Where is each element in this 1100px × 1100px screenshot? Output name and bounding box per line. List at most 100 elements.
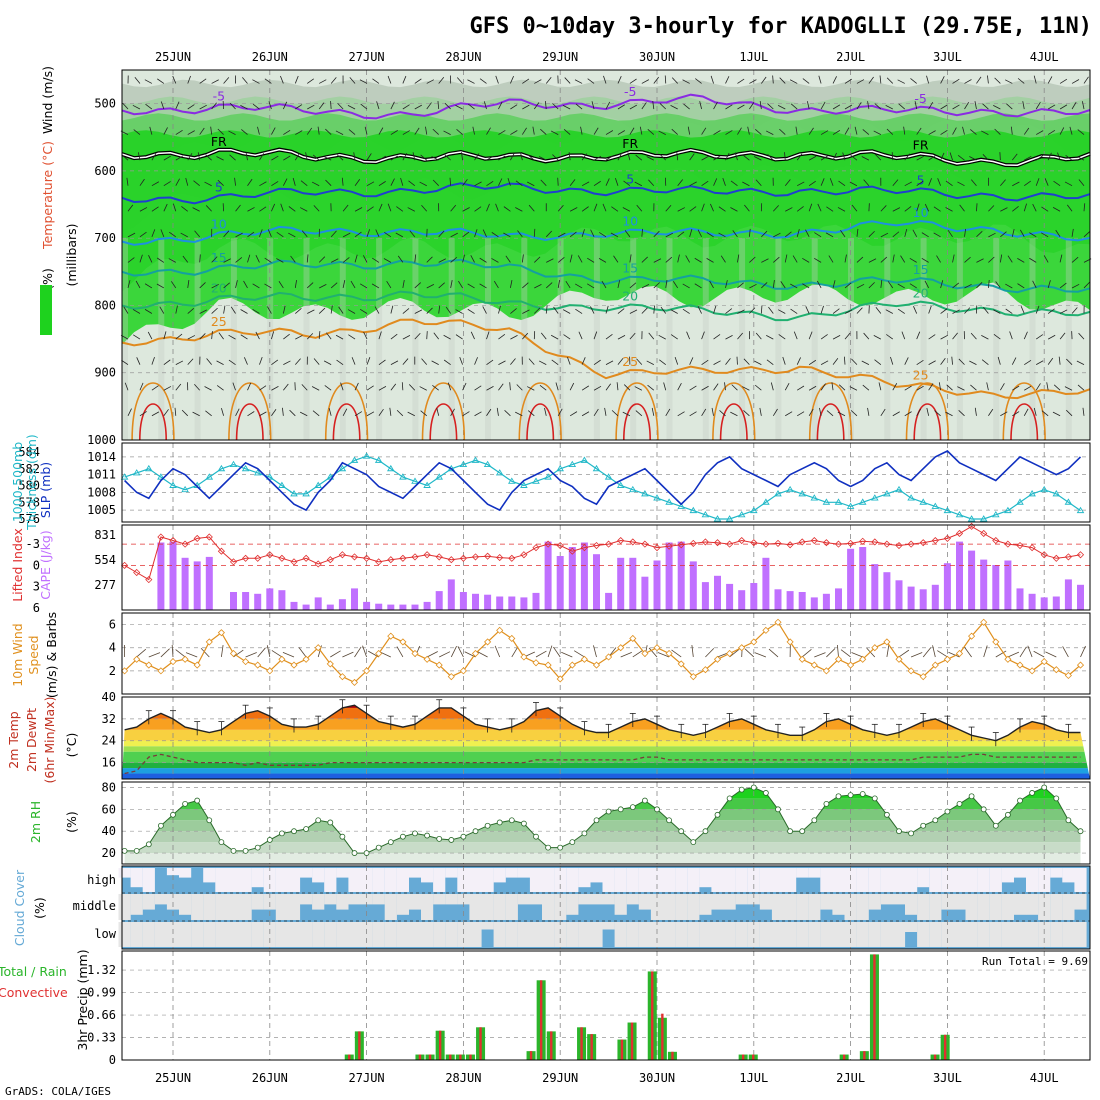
lifted-index-marker [532,544,540,552]
cloud-clear-cell [336,868,349,878]
cape-tick-label: 277 [94,578,116,592]
wind-barb [936,255,941,263]
cloud-clear-cell [784,868,797,892]
cloud-clear-cell [711,922,724,947]
wind-barb [1035,178,1040,186]
wind-barb [1023,331,1028,340]
date-label-bottom: 1JUL [739,1071,768,1085]
wind-barb [204,181,212,187]
thickness-marker [834,498,843,505]
wind-barb [988,408,994,417]
wind-barb [517,230,523,238]
wind-speed-marker [629,634,637,643]
thickness-tick-label: 582 [18,462,40,476]
wind-barb [312,154,320,161]
wind-barb [591,101,595,110]
rh-marker [605,808,612,815]
wind-barb [510,152,515,161]
wind-barb [467,308,475,314]
cloud-clear-cell [917,922,930,947]
precip-label-total: Total / Rain [0,964,67,979]
wind-barb [615,177,619,186]
wind-barb [217,179,224,186]
cloud-clear-cell [324,868,337,892]
rh-swatch [40,285,52,335]
wind-barb [682,283,690,289]
wind-barb [474,153,480,161]
wind-barb [545,230,553,238]
wind-barb [474,357,478,365]
thickness-marker [665,498,673,505]
wind-barb [288,232,296,238]
surface-wind-barb [866,647,876,658]
wind-barb [952,282,960,289]
rh-marker [920,822,927,829]
wind-barb [617,130,626,135]
wind-barb [820,178,825,186]
wind-barb [629,104,638,110]
wind-barb [172,75,177,84]
wind-barb [187,307,195,314]
wind-barb [976,258,984,263]
wind-barb [432,179,439,186]
lifted-index-marker [205,533,213,541]
wind-barb [952,78,960,84]
wind-barb [880,256,888,263]
rh-marker [956,800,963,807]
wind-barb [479,257,487,263]
wind-barb [491,258,499,263]
cape-bar [193,561,201,610]
wind-barb [928,155,936,161]
wind-barb [351,357,356,365]
wind-barb [665,408,671,416]
wind-barb [1009,331,1013,340]
wind-barb [1000,231,1007,238]
wind-barb [605,360,614,366]
wind-barb [156,283,165,289]
lifted-index-marker [750,539,758,547]
cloud-clear-cell [965,894,978,920]
wind-barb [574,283,583,289]
cape-bar [1064,579,1072,610]
wind-barb [151,411,160,417]
surface-wind-barb [898,649,910,658]
wind-barb [366,181,375,187]
wind-barb [199,78,207,84]
wind-barb [897,79,905,84]
wind-barb [772,408,778,416]
wind-barb [928,383,934,391]
wind-barb [713,383,719,391]
cape-bar [242,592,250,610]
lifted-index-marker [786,541,794,549]
surface-wind-barb [801,648,812,658]
rh-column [593,238,600,440]
thickness-marker [568,460,577,468]
wind-barb [240,309,248,314]
wind-barb [557,256,565,263]
wind-barb [928,178,932,186]
cloud-clear-cell [1026,894,1039,915]
rh-column [448,238,455,440]
cloud-clear-cell [529,868,543,892]
wind-barb [862,384,870,391]
thickness-marker [822,498,831,505]
wind-barb [264,283,272,289]
rh-marker [738,786,745,793]
wind-barb [682,308,690,314]
wind-barb [802,78,810,84]
wind-barb [820,360,829,366]
wind-barb [1017,78,1025,84]
thickness-label-2: Thickness (dm) [24,434,39,531]
wind-speed-marker [447,673,455,681]
wind-barb [221,407,224,416]
cloud-clear-cell [517,868,530,878]
rh-marker [266,837,273,843]
wind-barb [438,77,445,84]
wind-barb [491,232,499,238]
rh-marker [1017,797,1023,804]
cape-bar [169,541,177,610]
thickness-marker [145,464,153,472]
wind-barb [516,384,523,391]
cape-bar [786,591,794,610]
lifted-index-marker [871,538,879,546]
